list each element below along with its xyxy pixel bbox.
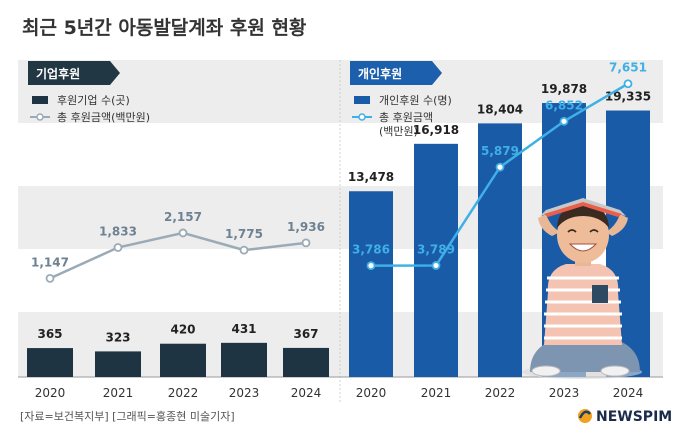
- individual-line-label: 5,879: [481, 144, 519, 158]
- legend-marker: [36, 113, 44, 121]
- panel-label-text: 기업후원: [36, 66, 80, 81]
- corporate-x-tick-label: 2024: [291, 386, 322, 400]
- shirt-stripes: [544, 276, 622, 340]
- corporate-bar-label: 431: [231, 322, 256, 336]
- child-reading-illustration: [522, 198, 642, 379]
- child-shirt: [544, 264, 622, 345]
- corporate-bar: [283, 347, 329, 377]
- x-tick-labels: 2020 2021 2022 2023 2024 2020 2021 2022 2023 2024: [35, 386, 644, 400]
- individual-x-tick-label: 2021: [421, 386, 452, 400]
- child-eye: [589, 229, 599, 233]
- individual-bar: [349, 191, 393, 377]
- individual-legend: 개인후원 수(명) 총 후원금액 (백만원): [352, 94, 452, 138]
- corporate-line-label: 1,833: [99, 225, 137, 239]
- child-smile: [568, 243, 598, 252]
- individual-bar-label: 13,478: [348, 170, 394, 184]
- individual-line-label: 7,651: [609, 61, 647, 75]
- individual-panel-label: 개인후원: [350, 61, 442, 85]
- individual-bar: [478, 123, 522, 377]
- corporate-bar-label: 323: [105, 330, 130, 344]
- corporate-line-point: [239, 245, 249, 255]
- legend-item-line: 총 후원금액: [379, 111, 433, 124]
- corporate-line-label: 1,775: [225, 227, 263, 241]
- book-cover: [544, 202, 583, 217]
- corporate-line-point: [301, 238, 311, 248]
- chart-title: 최근 5년간 아동발달계좌 후원 현황: [22, 16, 307, 39]
- corporate-x-tick-label: 2022: [168, 386, 199, 400]
- individual-bar: [414, 143, 458, 377]
- corporate-line-label: 1,936: [287, 220, 325, 234]
- corporate-panel-label: 기업후원: [28, 61, 120, 85]
- individual-x-tick-label: 2022: [485, 386, 516, 400]
- corporate-bar-label: 365: [37, 327, 62, 341]
- legend-marker: [358, 113, 366, 121]
- corporate-line-point: [113, 243, 123, 252]
- corporate-x-tick-label: 2020: [35, 386, 66, 400]
- corporate-legend: 후원기업 수(곳) 총 후원금액(백만원): [30, 94, 150, 124]
- panel-label-text: 개인후원: [358, 66, 402, 81]
- logo-swoosh: [578, 410, 591, 419]
- individual-line-point: [623, 79, 633, 89]
- legend-item-bar: 개인후원 수(명): [379, 94, 452, 107]
- individual-x-tick-label: 2020: [356, 386, 387, 400]
- corporate-x-tick-label: 2023: [229, 386, 260, 400]
- corporate-line-label: 2,157: [164, 210, 202, 224]
- corporate-line-label: 1,147: [31, 255, 69, 269]
- brand-logo-text: NEWSPIM: [596, 409, 672, 425]
- individual-bar-label: 19,335: [605, 90, 651, 104]
- corporate-bar: [27, 348, 73, 377]
- child-shoe: [531, 365, 561, 377]
- individual-bar-label: 16,918: [413, 123, 459, 137]
- label-tab: [28, 61, 120, 85]
- corporate-bar: [160, 343, 206, 377]
- individual-bar-label: 18,404: [477, 102, 523, 116]
- individual-line-label: 3,786: [352, 243, 390, 257]
- child-eye: [567, 229, 577, 233]
- individual-line-label: 3,789: [417, 242, 455, 256]
- individual-line-point: [366, 261, 376, 271]
- legend-swatch-bar: [32, 96, 48, 104]
- individual-x-tick-label: 2024: [613, 386, 644, 400]
- book-cover: [583, 202, 622, 217]
- individual-x-tick-label: 2023: [549, 386, 580, 400]
- legend-item-bar: 후원기업 수(곳): [57, 94, 130, 107]
- corporate-bar: [95, 351, 141, 377]
- child-shoe: [600, 365, 630, 377]
- corporate-line-point: [45, 273, 55, 283]
- corporate-bar-label: 420: [170, 323, 195, 337]
- child-arm: [538, 214, 560, 236]
- source-credit: [자료=보건복지부] [그래픽=홍종현 미술기자]: [20, 409, 235, 423]
- corporate-bar-label: 367: [293, 327, 318, 341]
- book: [540, 198, 626, 216]
- child-legs: [530, 338, 640, 372]
- individual-line-point: [495, 162, 505, 172]
- newspim-logo: NEWSPIM: [578, 409, 672, 425]
- legend-item-line-cont: (백만원): [379, 125, 418, 138]
- shirt-pocket: [592, 285, 608, 303]
- child-arm: [606, 214, 628, 236]
- child-face: [557, 207, 609, 263]
- individual-bar-label: 19,878: [541, 82, 587, 96]
- corporate-bar: [221, 342, 267, 377]
- label-tab: [350, 61, 442, 85]
- legend-item-line: 총 후원금액(백만원): [57, 111, 150, 124]
- individual-line-point: [431, 261, 441, 270]
- legend-swatch-bar: [354, 96, 370, 104]
- corporate-line-point: [178, 228, 188, 238]
- individual-line-point: [559, 116, 569, 126]
- individual-line-label: 6,852: [545, 98, 583, 112]
- corporate-x-tick-label: 2021: [103, 386, 134, 400]
